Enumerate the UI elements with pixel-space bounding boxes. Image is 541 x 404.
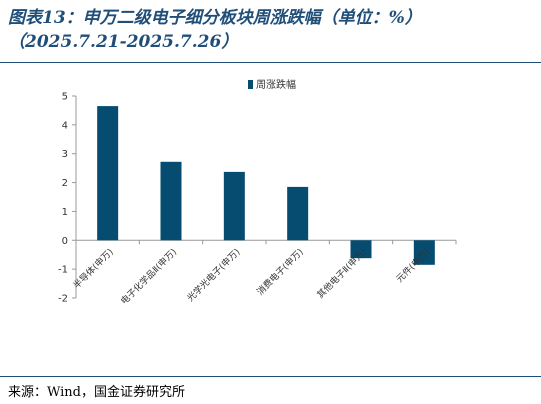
bar-chart: 周涨跌幅 -2 -1 0 1 2 3 4 5 半导体(申万) 电子化学品Ⅱ(申万) 光学光电子(申… bbox=[58, 78, 457, 307]
category-label: 元件(申万) bbox=[394, 246, 433, 285]
bar bbox=[287, 186, 309, 241]
top-rule bbox=[0, 62, 541, 63]
source-note: 来源：Wind，国金证券研究所 bbox=[8, 385, 185, 400]
category-label: 消费电子(申万) bbox=[254, 246, 306, 298]
bar bbox=[350, 240, 372, 259]
bar bbox=[97, 106, 119, 241]
bar bbox=[413, 240, 435, 265]
y-tick-label: 4 bbox=[62, 120, 68, 131]
chart-title-line1: 图表13：申万二级电子细分板块周涨跌幅（单位：%） bbox=[8, 8, 422, 28]
y-axis-ticks: -2 -1 0 1 2 3 4 5 bbox=[58, 92, 76, 305]
legend-swatch bbox=[248, 80, 253, 89]
y-tick-label: 0 bbox=[62, 236, 68, 247]
category-labels: 半导体(申万) 电子化学品Ⅱ(申万) 光学光电子(申万) 消费电子(申万) 其他电子Ⅱ(… bbox=[71, 246, 433, 307]
legend-label: 周涨跌幅 bbox=[256, 78, 296, 91]
bar bbox=[223, 171, 245, 241]
category-label: 其他电子Ⅱ(申万) bbox=[314, 246, 369, 301]
chart-title-line2: （2025.7.21-2025.7.26） bbox=[8, 32, 239, 52]
category-label: 半导体(申万) bbox=[71, 246, 116, 291]
x-axis-ticks bbox=[75, 240, 457, 245]
y-tick-label: 3 bbox=[62, 149, 68, 160]
y-tick-label: 2 bbox=[62, 178, 68, 189]
bars bbox=[97, 106, 435, 265]
y-tick-label: 1 bbox=[62, 207, 68, 218]
y-tick-label: -2 bbox=[58, 294, 68, 305]
y-tick-label: -1 bbox=[58, 265, 68, 276]
legend: 周涨跌幅 bbox=[248, 78, 296, 91]
chart-title: 图表13：申万二级电子细分板块周涨跌幅（单位：%） （2025.7.21-202… bbox=[8, 6, 533, 54]
category-label: 光学光电子(申万) bbox=[184, 246, 242, 304]
category-label: 电子化学品Ⅱ(申万) bbox=[118, 246, 179, 307]
bar bbox=[160, 161, 182, 241]
y-tick-label: 5 bbox=[62, 92, 68, 103]
bottom-rule bbox=[0, 376, 541, 377]
